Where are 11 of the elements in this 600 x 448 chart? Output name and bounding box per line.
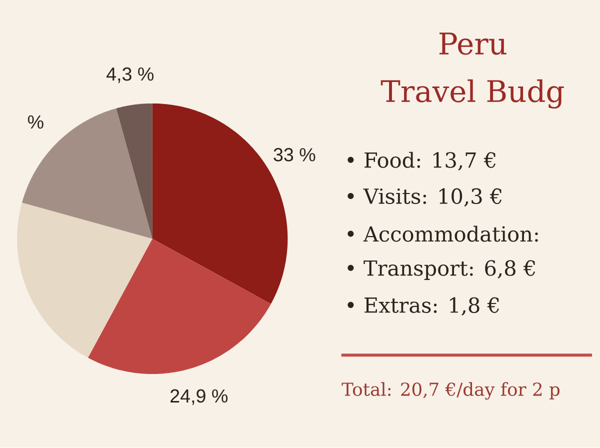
data-label: 4,3 % — [106, 68, 154, 84]
text: Peru Travel Budg — [380, 32, 564, 109]
text: Total: 20,7 €/day for 2 p — [342, 382, 560, 400]
text: • Transport: 6,8 € — [348, 260, 535, 280]
data-label: 24,9 % — [170, 389, 228, 406]
text: • Visits: 10,3 € — [348, 188, 502, 207]
data-label: % — [28, 116, 44, 129]
data-label: 33 % — [274, 148, 316, 162]
text: • Extras: 1,8 € — [348, 297, 499, 316]
text: • Food: 13,7 € — [348, 152, 496, 171]
text: • Accommodation: — [348, 226, 538, 242]
